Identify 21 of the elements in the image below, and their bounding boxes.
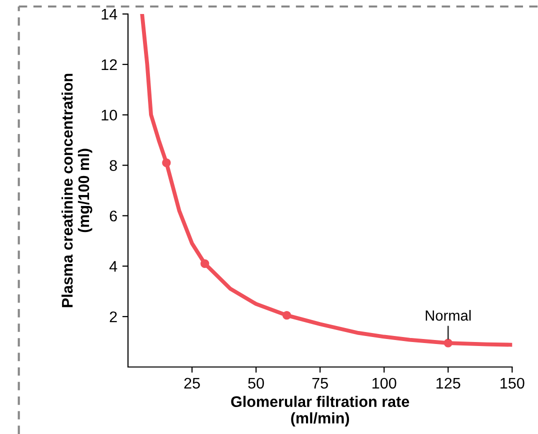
point — [162, 158, 171, 168]
point — [200, 259, 210, 268]
x-tick-label: 25 — [184, 378, 200, 389]
point — [444, 338, 452, 348]
y-tick-label: 14 — [102, 9, 118, 20]
x-tick-label: 50 — [248, 378, 264, 389]
annotation: Normal — [426, 310, 471, 321]
y-tick-label: 4 — [109, 261, 118, 272]
y-tick-label: 8 — [110, 160, 117, 171]
point — [282, 310, 292, 320]
x-axis-title: Glomerular filtration rate (ml/min) — [231, 396, 410, 427]
x-tick-label: 125 — [436, 378, 460, 389]
x-tick-label: 75 — [312, 378, 328, 389]
y-tick-label: 12 — [102, 59, 117, 70]
line-series — [140, 14, 512, 347]
y-axis-title: Plasma creatinine concentration (mg/100 ml) — [61, 74, 92, 308]
y-tick-label: 2 — [110, 311, 117, 322]
y-tick-label: 6 — [110, 210, 117, 222]
x-tick-label: 150 — [500, 378, 524, 389]
x-tick-label: 100 — [372, 378, 396, 389]
y-tick-label: 10 — [102, 110, 117, 121]
